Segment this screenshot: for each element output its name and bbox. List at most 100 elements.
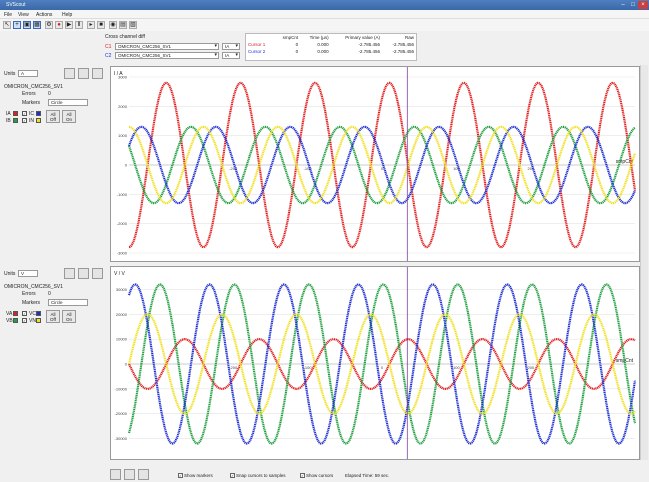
y-tick-label: 1000	[118, 133, 128, 138]
fit-icon[interactable]	[92, 68, 103, 79]
all-off-button[interactable]: All Off	[46, 110, 60, 123]
series-line-vn	[127, 313, 636, 415]
fit-tool-icon[interactable]: ▦	[33, 21, 41, 29]
export-icon[interactable]: ▧	[129, 21, 137, 29]
x-tick-label: -100	[304, 166, 313, 171]
menu-file[interactable]: File	[4, 12, 13, 18]
smpcnt-cell: 0	[295, 49, 299, 54]
zoom-out-icon[interactable]	[78, 68, 89, 79]
y-tick-label: -1000	[117, 192, 128, 197]
zoom-in-icon[interactable]	[64, 268, 75, 279]
x-tick-label: -100	[304, 365, 313, 370]
channel-color-swatch	[36, 118, 41, 123]
zoom-out-icon[interactable]	[78, 268, 89, 279]
menu-actions[interactable]: Actions	[36, 12, 53, 18]
zoom-tool-icon[interactable]: +	[13, 21, 21, 29]
current-plot[interactable]: -3000 -2000 -1000 0 1000 2000 3000 -200 -100 0 100…	[110, 66, 640, 262]
x-tick-label: 0	[381, 166, 384, 171]
maximize-button[interactable]: □	[631, 2, 635, 8]
channel-label: IC	[29, 111, 34, 117]
primary-cell: -2.785.456	[358, 42, 381, 47]
raw-cell: -2.785.456	[392, 49, 414, 54]
snapshot-icon[interactable]: ▤	[119, 21, 127, 29]
markers-select[interactable]: Circle	[48, 299, 88, 306]
stop-icon[interactable]: ■	[97, 21, 105, 29]
cursor-reset-icon[interactable]	[138, 469, 149, 480]
cursor2-icon[interactable]	[124, 469, 135, 480]
settings-icon[interactable]: ⚙	[45, 21, 53, 29]
channel-label: IB	[6, 118, 11, 124]
units-select[interactable]: V	[18, 270, 38, 277]
current-settings-panel: Units A OMICRON_CMC256_SV1 Errors 0 Mark…	[0, 66, 110, 262]
pause-icon[interactable]: Ⅱ	[75, 21, 83, 29]
snap-cursors-option[interactable]: ✓ Snap cursors to samples	[230, 473, 286, 479]
all-off-button[interactable]: All Off	[46, 310, 60, 323]
channel-color-swatch	[13, 318, 18, 323]
c2-label: C2	[105, 53, 112, 59]
menu-help[interactable]: Help	[62, 12, 73, 18]
voltage-chart[interactable]: -30000 -20000 -10000 0 10000 20000 30000 -200 -1…	[111, 267, 639, 459]
close-button[interactable]: ×	[638, 1, 648, 9]
menu-view[interactable]: View	[18, 12, 29, 18]
channel-label: VB	[6, 318, 13, 324]
zoom-in-icon[interactable]	[64, 68, 75, 79]
source-name: OMICRON_CMC256_SV1	[4, 284, 63, 290]
channel-color-swatch	[13, 311, 18, 316]
units-select[interactable]: A	[18, 70, 38, 77]
all-on-button[interactable]: All On	[62, 310, 76, 323]
y-tick-label: -20000	[115, 411, 128, 416]
c2-source-select[interactable]: OMICRON_CMC256_SV1 ▾	[115, 52, 219, 59]
step-forward-icon[interactable]: ▸	[87, 21, 95, 29]
raw-cell: -2.785.456	[392, 42, 414, 47]
toolbar: ↖ + ▣ ▦ ⚙ ● ▶ Ⅱ ▸ ■ ◉ ▤ ▧	[0, 19, 649, 31]
column-header: Raw	[404, 35, 414, 40]
show-cursors-option[interactable]: ✓ Show cursors	[300, 473, 334, 479]
x-tick-label: 100	[453, 365, 460, 370]
channel-color-swatch	[36, 111, 41, 116]
time-cell: 0.000	[317, 49, 329, 54]
c2-channel-select[interactable]: IA ▾	[222, 52, 240, 59]
fit-icon[interactable]	[92, 268, 103, 279]
show-markers-checkbox[interactable]: ✓	[178, 473, 183, 479]
table-header-row: smpCnt Time (µs) Primary value (A) Raw	[246, 34, 416, 41]
record-icon[interactable]: ●	[55, 21, 63, 29]
chevron-down-icon: ▾	[235, 52, 238, 58]
play-icon[interactable]: ▶	[65, 21, 73, 29]
c1-source-select[interactable]: OMICRON_CMC256_SV1 ▾	[115, 43, 219, 50]
x-tick-label: 200	[527, 365, 534, 370]
show-cursors-checkbox[interactable]: ✓	[300, 473, 305, 479]
view-tool-icon[interactable]: ▣	[23, 21, 31, 29]
markers-select[interactable]: Circle	[48, 99, 88, 106]
minimize-button[interactable]: –	[621, 2, 625, 8]
channel-label: VN	[29, 318, 36, 324]
channel-checkbox[interactable]: ✓	[22, 111, 27, 116]
bottom-bar: ✓ Show markers ✓ Snap cursors to samples ✓…	[0, 460, 649, 482]
vertical-scrollbar[interactable]	[640, 65, 648, 460]
y-tick-label: 0	[125, 362, 128, 367]
y-tick-label: 2000	[118, 104, 128, 109]
channel-label: VC	[29, 311, 36, 317]
cursor-tool-icon[interactable]: ↖	[3, 21, 11, 29]
channel-checkbox[interactable]: ✓	[22, 311, 27, 316]
snap-cursors-checkbox[interactable]: ✓	[230, 473, 235, 479]
errors-label: Errors	[22, 291, 36, 297]
chevron-down-icon: ▾	[214, 43, 217, 49]
show-markers-option[interactable]: ✓ Show markers	[178, 473, 213, 479]
time-cell: 0.000	[317, 42, 329, 47]
channel-checkbox[interactable]: ✓	[22, 318, 27, 323]
x-axis-label: smpCnt	[616, 159, 634, 165]
column-header: Primary value (A)	[345, 35, 381, 40]
cursor1-icon[interactable]	[110, 469, 121, 480]
capture-icon[interactable]: ◉	[109, 21, 117, 29]
cursor-selection-panel: Cross channel diff C1 C2 OMICRON_CMC256_…	[105, 32, 240, 64]
channel-checkbox[interactable]: ✓	[22, 118, 27, 123]
all-on-button[interactable]: All On	[62, 110, 76, 123]
table-row[interactable]: Cursor 1 0 0.000 -2.785.456 -2.785.456	[246, 41, 416, 48]
y-tick-label: 30000	[116, 287, 128, 292]
table-row[interactable]: Cursor 2 0 0.000 -2.785.456 -2.785.456	[246, 48, 416, 55]
voltage-plot[interactable]: -30000 -20000 -10000 0 10000 20000 30000 -200 -1…	[110, 266, 640, 460]
c1-channel-select[interactable]: IA ▾	[222, 43, 240, 50]
cursor-table: smpCnt Time (µs) Primary value (A) Raw C…	[245, 33, 417, 61]
channel-label: IN	[29, 118, 34, 124]
